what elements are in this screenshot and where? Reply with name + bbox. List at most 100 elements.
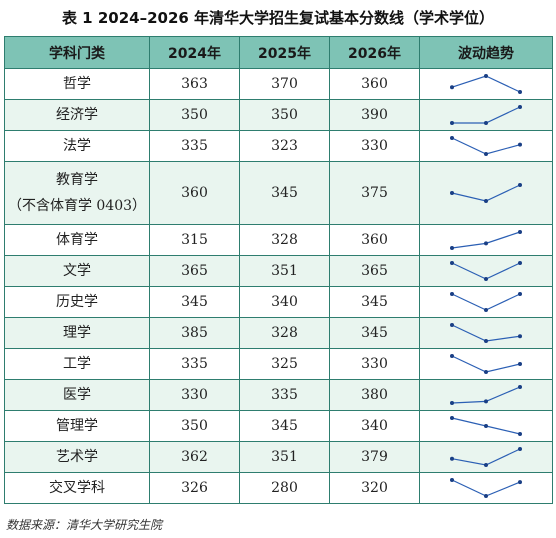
score-2024: 350 <box>149 99 240 131</box>
sparkline-path <box>451 262 521 280</box>
score-2025: 351 <box>239 441 330 473</box>
sparkline-point <box>518 261 522 265</box>
sparkline-point <box>450 478 454 482</box>
table-row: 文学 365 351 365 <box>4 255 553 287</box>
sparkline-point <box>518 334 522 339</box>
sparkline-point <box>450 136 454 140</box>
subject-cell: 艺术学 <box>4 441 150 473</box>
sparkline <box>450 323 522 343</box>
subject-cell: 经济学 <box>4 99 150 131</box>
subject-name: 医学 <box>63 387 91 403</box>
sparkline-path <box>452 106 521 124</box>
score-2024: 360 <box>149 161 240 225</box>
score-2026: 345 <box>329 317 420 349</box>
score-2025: 328 <box>239 224 330 256</box>
subject-note: （不含体育学 0403） <box>7 198 147 214</box>
sparkline <box>450 478 522 498</box>
table-row: 体育学 315 328 360 <box>4 224 553 256</box>
sparkline-point <box>518 183 522 187</box>
sparkline <box>450 230 522 250</box>
score-2026: 320 <box>329 472 420 504</box>
subject-cell: 理学 <box>4 317 150 349</box>
subject-name: 体育学 <box>56 232 98 248</box>
sparkline <box>450 447 522 467</box>
sparkline-point <box>484 424 488 428</box>
subject-cell: 法学 <box>4 130 150 162</box>
trend-cell <box>419 472 553 504</box>
trend-cell <box>419 130 553 162</box>
score-2024: 335 <box>149 348 240 380</box>
sparkline-path <box>451 231 521 249</box>
sparkline-point <box>450 261 454 265</box>
sparkline-path <box>451 324 521 342</box>
trend-cell <box>419 286 553 318</box>
sparkline-point <box>484 494 488 498</box>
sparkline-point <box>450 246 454 250</box>
header-trend: 波动趋势 <box>419 36 553 69</box>
score-2026: 330 <box>329 348 420 380</box>
score-2024: 326 <box>149 472 240 504</box>
trend-cell <box>419 441 553 473</box>
sparkline <box>450 261 522 281</box>
score-2025: 335 <box>239 379 330 411</box>
sparkline <box>450 183 522 203</box>
table-row: 交叉学科 326 280 320 <box>4 472 553 504</box>
subject-cell: 文学 <box>4 255 150 287</box>
score-2024: 315 <box>149 224 240 256</box>
score-2024: 330 <box>149 379 240 411</box>
score-2026: 360 <box>329 224 420 256</box>
table-row: 理学 385 328 345 <box>4 317 553 349</box>
table-row: 哲学 363 370 360 <box>4 68 553 100</box>
subject-name: 工学 <box>63 356 91 372</box>
header-row: 学科门类 2024年 2025年 2026年 波动趋势 <box>4 36 553 69</box>
sparkline-point <box>484 199 488 203</box>
sparkline <box>450 416 522 436</box>
sparkline-path <box>451 355 521 373</box>
subject-name: 管理学 <box>56 418 98 434</box>
trend-cell <box>419 224 553 256</box>
subject-cell: 体育学 <box>4 224 150 256</box>
sparkline-path <box>451 137 521 155</box>
sparkline-point <box>450 323 454 327</box>
sparkline-point <box>518 142 522 147</box>
sparkline-point <box>450 401 454 405</box>
score-2026: 375 <box>329 161 420 225</box>
subject-name: 经济学 <box>56 107 98 123</box>
trend-cell <box>419 68 553 100</box>
trend-cell <box>419 379 553 411</box>
data-source: 数据来源：清华大学研究生院 <box>6 518 163 532</box>
sparkline-point <box>484 277 488 281</box>
subject-name: 哲学 <box>63 76 91 92</box>
sparkline-point <box>518 362 522 366</box>
sparkline <box>450 292 522 312</box>
sparkline-point <box>518 292 522 296</box>
subject-name: 交叉学科 <box>49 480 105 496</box>
sparkline-point <box>450 292 454 296</box>
table-row: 管理学 350 345 340 <box>4 410 553 442</box>
score-2025: 345 <box>239 161 330 225</box>
sparkline-point <box>484 121 488 125</box>
score-2025: 340 <box>239 286 330 318</box>
header-subject: 学科门类 <box>4 36 150 69</box>
sparkline-point <box>450 191 454 195</box>
sparkline-point <box>484 74 488 78</box>
subject-name: 理学 <box>63 325 91 341</box>
score-2024: 362 <box>149 441 240 473</box>
subject-cell: 历史学 <box>4 286 150 318</box>
score-2025: 323 <box>239 130 330 162</box>
table-row: 医学 330 335 380 <box>4 379 553 411</box>
sparkline-point <box>484 339 488 343</box>
subject-cell: 交叉学科 <box>4 472 150 504</box>
score-2026: 365 <box>329 255 420 287</box>
trend-cell <box>419 317 553 349</box>
score-2025: 370 <box>239 68 330 100</box>
trend-cell <box>419 255 553 287</box>
sparkline-point <box>518 432 522 436</box>
header-2025: 2025年 <box>239 36 330 69</box>
score-2026: 380 <box>329 379 420 411</box>
sparkline-point <box>450 416 454 420</box>
sparkline-path <box>451 293 521 311</box>
sparkline <box>450 385 522 405</box>
subject-name: 教育学 <box>56 172 98 188</box>
